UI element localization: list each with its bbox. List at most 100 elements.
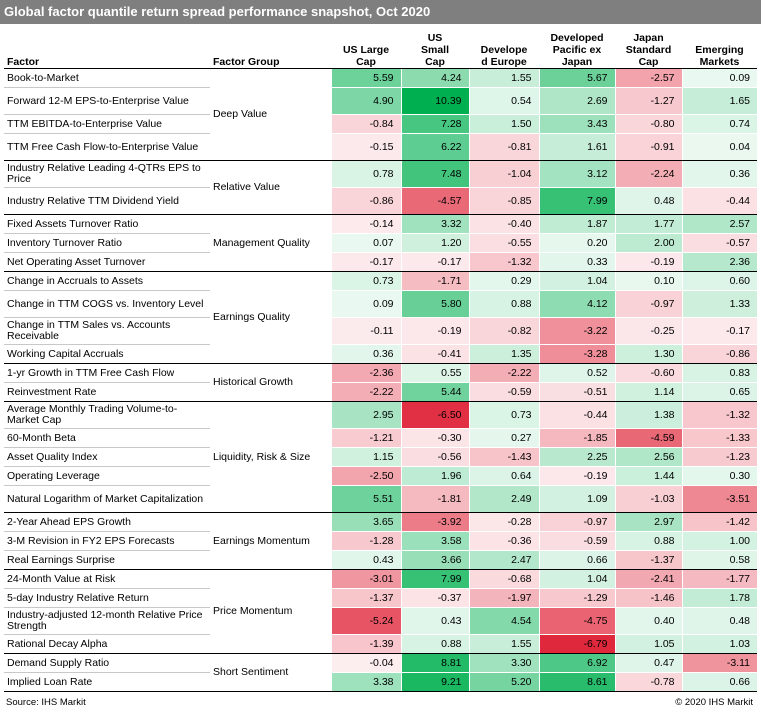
value-cell: -1.77 <box>681 569 757 589</box>
value-cell: 1.77 <box>614 214 682 234</box>
value-cell: -0.97 <box>538 512 615 532</box>
value-cell: -0.41 <box>400 344 469 364</box>
source-note: Source: IHS Markit <box>6 697 86 708</box>
factor-column-header: Factor <box>4 32 210 69</box>
value-cell: -2.24 <box>614 160 682 188</box>
factor-group-label: Deep Value <box>210 68 331 161</box>
value-cell: -5.24 <box>330 607 401 635</box>
value-cell: 0.83 <box>681 363 757 383</box>
factor-label: Asset Quality Index <box>4 447 210 467</box>
value-cell: -0.68 <box>468 569 539 589</box>
factor-label: Rational Decay Alpha <box>4 634 210 654</box>
value-cell: 0.52 <box>538 363 615 383</box>
value-cell: 0.09 <box>681 68 757 88</box>
region-column-header: Japan Standard Cap <box>615 32 682 69</box>
value-cell: -1.21 <box>330 428 401 448</box>
table-row: Working Capital Accruals 0.36 -0.41 1.35 -3.… <box>4 344 757 364</box>
table-row: Industry Relative Leading 4-QTRs EPS to … <box>4 160 757 215</box>
value-cell: 0.66 <box>681 672 757 692</box>
value-cell: -2.36 <box>330 363 401 383</box>
value-cell: -2.41 <box>614 569 682 589</box>
table-row: Change in TTM Sales vs. Accounts Receiva… <box>4 317 757 345</box>
factor-group-label: Management Quality <box>210 214 331 272</box>
value-cell: 0.64 <box>468 466 539 486</box>
value-cell: -0.85 <box>468 187 539 215</box>
table-row: Book-to-Market Deep Value 5.59 4.24 1.55 5.67… <box>4 68 757 161</box>
value-cell: -0.15 <box>330 133 401 161</box>
value-cell: 0.40 <box>614 607 682 635</box>
value-cell: 4.12 <box>538 290 615 318</box>
value-cell: -1.39 <box>330 634 401 654</box>
table-row: Reinvestment Rate -2.22 5.44 -0.59 -0.51 1.14… <box>4 382 757 402</box>
factor-group-label: Historical Growth <box>210 363 331 402</box>
region-column-header: US Small Cap <box>401 32 469 69</box>
value-cell: 0.30 <box>681 466 757 486</box>
value-cell: -1.29 <box>538 588 615 608</box>
table-row: Industry-adjusted 12-month Relative Pric… <box>4 607 757 635</box>
value-cell: 0.29 <box>468 271 539 291</box>
value-cell: -0.17 <box>330 252 401 272</box>
value-cell: -0.59 <box>468 382 539 402</box>
value-cell: -0.57 <box>681 233 757 253</box>
value-cell: -2.57 <box>614 68 682 88</box>
factor-label: 60-Month Beta <box>4 428 210 448</box>
factor-label: Industry Relative Leading 4-QTRs EPS to … <box>4 160 210 188</box>
factor-group-column-header: Factor Group <box>210 32 331 69</box>
value-cell: 5.20 <box>468 672 539 692</box>
factor-label: Implied Loan Rate <box>4 672 210 692</box>
factor-label: Industry-adjusted 12-month Relative Pric… <box>4 607 210 635</box>
table-row: Inventory Turnover Ratio 0.07 1.20 -0.55 0.2… <box>4 233 757 253</box>
factor-label: Operating Leverage <box>4 466 210 486</box>
value-cell: 3.58 <box>400 531 469 551</box>
factor-label: Demand Supply Ratio <box>4 653 210 673</box>
value-cell: -3.92 <box>400 512 469 532</box>
value-cell: -1.37 <box>614 550 682 570</box>
value-cell: -0.37 <box>400 588 469 608</box>
value-cell: 1.14 <box>614 382 682 402</box>
value-cell: -0.91 <box>614 133 682 161</box>
table-row: Industry Relative TTM Dividend Yield -0.8… <box>4 187 757 215</box>
value-cell: -1.42 <box>681 512 757 532</box>
factor-label: Fixed Assets Turnover Ratio <box>4 214 210 234</box>
value-cell: -0.17 <box>400 252 469 272</box>
table-row: Implied Loan Rate 3.38 9.21 5.20 8.61 -0.78 0.… <box>4 672 757 692</box>
table-header-row: Factor Factor Group US Large Cap US Small C… <box>4 32 757 69</box>
value-cell: -0.19 <box>400 317 469 345</box>
value-cell: -2.22 <box>468 363 539 383</box>
value-cell: 1.05 <box>614 634 682 654</box>
value-cell: 6.22 <box>400 133 469 161</box>
table-row: 60-Month Beta -1.21 -0.30 0.27 -1.85 -4.59 -1.… <box>4 428 757 448</box>
value-cell: 7.99 <box>538 187 615 215</box>
value-cell: 4.54 <box>468 607 539 635</box>
value-cell: 1.04 <box>538 569 615 589</box>
value-cell: -3.51 <box>681 485 757 513</box>
value-cell: 0.36 <box>330 344 401 364</box>
factor-label: Working Capital Accruals <box>4 344 210 364</box>
factor-group-label: Short Sentiment <box>210 653 331 692</box>
region-column-header: Developed Pacific ex Japan <box>539 32 615 69</box>
factor-label: Industry Relative TTM Dividend Yield <box>4 187 210 215</box>
value-cell: 0.74 <box>681 114 757 134</box>
factor-group-label: Price Momentum <box>210 569 331 654</box>
value-cell: 0.20 <box>538 233 615 253</box>
value-cell: -0.78 <box>614 672 682 692</box>
value-cell: 0.27 <box>468 428 539 448</box>
table-row: 24-Month Value at Risk Price Momentum -3.0… <box>4 569 757 654</box>
value-cell: 8.61 <box>538 672 615 692</box>
value-cell: 0.04 <box>681 133 757 161</box>
table-row: Average Monthly Trading Volume-to-Market… <box>4 401 757 513</box>
value-cell: -0.80 <box>614 114 682 134</box>
factor-group-label: Liquidity, Risk & Size <box>210 401 331 513</box>
value-cell: 1.65 <box>681 87 757 115</box>
value-cell: -1.27 <box>614 87 682 115</box>
table-row: 2-Year Ahead EPS Growth Earnings Momentum… <box>4 512 757 570</box>
value-cell: -3.28 <box>538 344 615 364</box>
value-cell: 2.95 <box>330 401 401 429</box>
value-cell: -0.82 <box>468 317 539 345</box>
value-cell: -3.11 <box>681 653 757 673</box>
value-cell: -0.17 <box>681 317 757 345</box>
table-row: TTM Free Cash Flow-to-Enterprise Value -0… <box>4 133 757 161</box>
region-column-header: US Large Cap <box>331 32 401 69</box>
factor-label: Forward 12-M EPS-to-Enterprise Value <box>4 87 210 115</box>
factor-label: TTM EBITDA-to-Enterprise Value <box>4 114 210 134</box>
